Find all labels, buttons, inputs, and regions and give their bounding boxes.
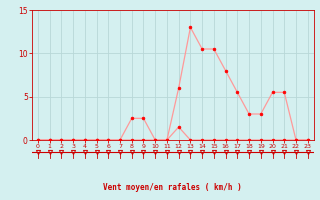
- Text: Vent moyen/en rafales ( km/h ): Vent moyen/en rafales ( km/h ): [103, 183, 242, 192]
